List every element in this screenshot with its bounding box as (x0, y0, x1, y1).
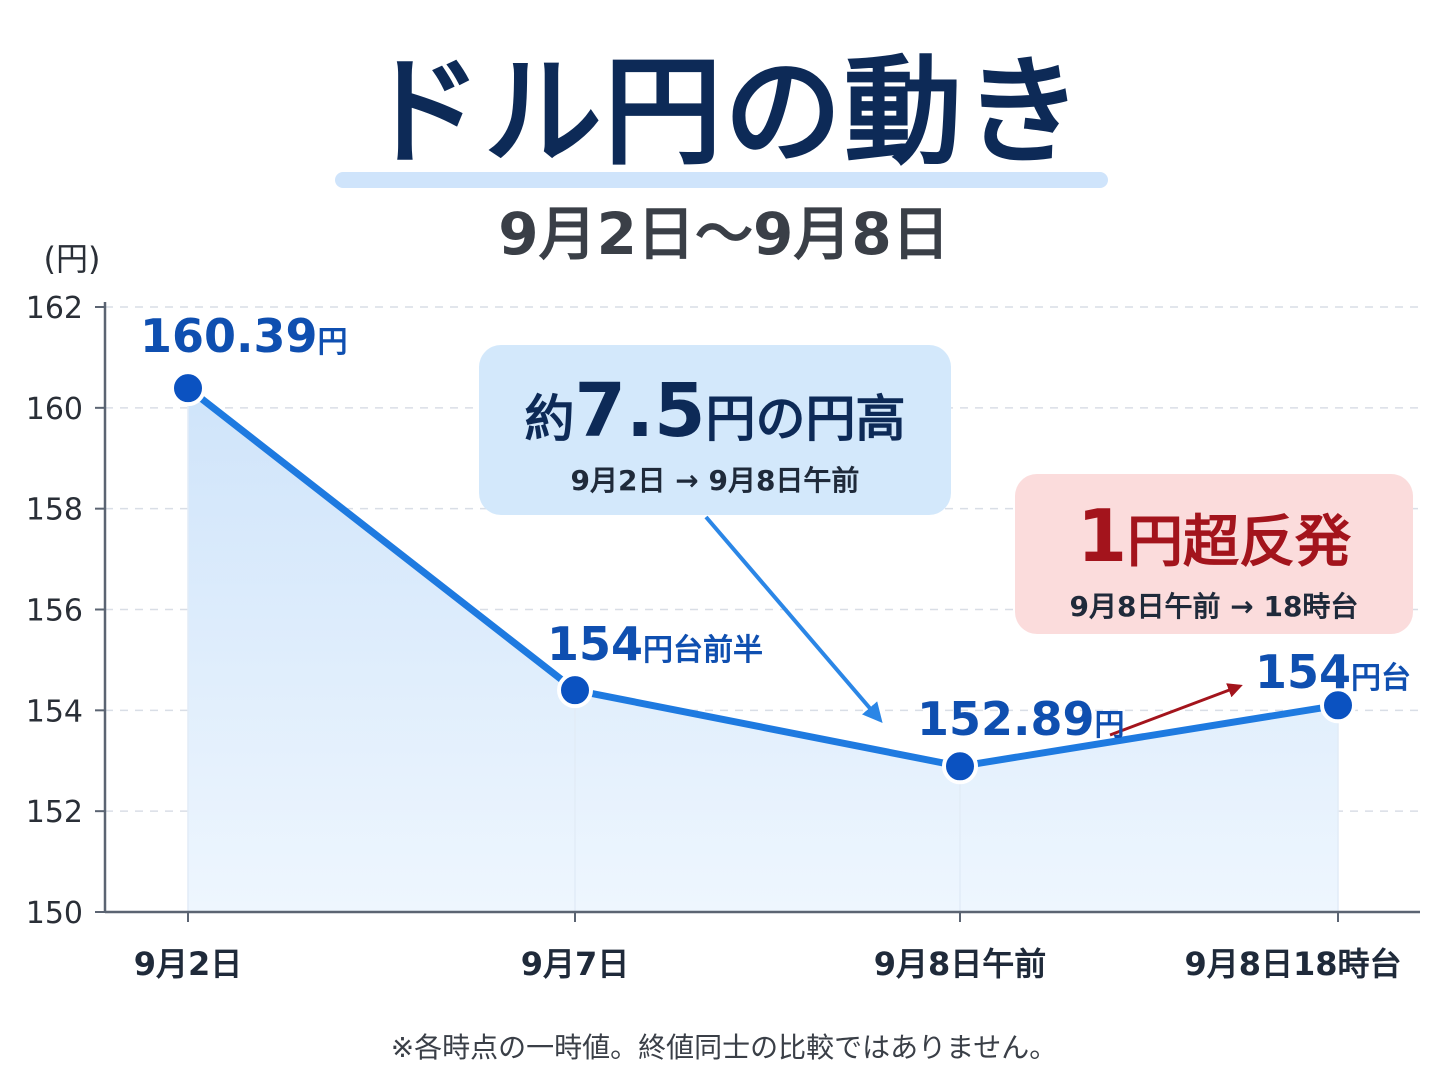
data-point (1320, 687, 1356, 724)
drop-value: 7.5 (574, 368, 706, 454)
y-tick-label: 160 (26, 392, 83, 427)
y-tick-label: 156 (26, 594, 83, 629)
rebound-callout-detail: 9月8日午前 → 18時台 (1069, 590, 1359, 623)
x-tick-label: 9月2日 (134, 945, 243, 983)
data-label-number: 152.89 (917, 692, 1095, 746)
data-label-unit: 円台 (1351, 661, 1411, 696)
drop-callout: 約7.5円の円高 9月2日 → 9月8日午前 (479, 345, 951, 515)
y-tick-label: 154 (26, 694, 83, 729)
data-label: 154円台 (1255, 645, 1411, 699)
data-label: 152.89円 (917, 692, 1125, 746)
data-label-number: 160.39 (140, 309, 318, 363)
y-tick-label: 162 (26, 291, 83, 326)
drop-prefix: 約 (524, 390, 575, 448)
title-underline (335, 172, 1108, 188)
series-line (184, 384, 1342, 770)
data-label-unit: 円台前半 (643, 633, 763, 668)
data-label: 154円台前半 (547, 617, 763, 671)
area-fill (187, 388, 1339, 912)
y-axis-label: (円) (44, 240, 101, 278)
annotation-arrows (704, 515, 1243, 737)
rebound-value: 1 (1076, 494, 1128, 578)
data-point (557, 672, 593, 709)
data-label-number: 154 (1255, 645, 1351, 699)
chart-subtitle: 9月2日～9月8日 (498, 200, 950, 268)
rebound-suffix: 円超反発 (1127, 510, 1352, 575)
x-tick-label: 9月8日午前 (874, 945, 1047, 983)
chart-title: ドル円の動き (363, 43, 1084, 181)
y-tick-label: 150 (26, 896, 83, 931)
rebound-callout-headline: 1円超反発 (1015, 498, 1413, 581)
y-tick-label: 158 (26, 493, 83, 528)
drop-suffix: 円の円高 (705, 390, 906, 448)
axes (95, 302, 1420, 922)
drop-arrow (704, 515, 883, 724)
data-points (170, 370, 1356, 785)
data-label-unit: 円 (318, 325, 348, 360)
x-tick-label: 9月8日18時台 (1184, 945, 1401, 983)
tick-labels: 150 152 154 156 158 160 162 (円) 9月2日 9月7日 9月8日午前 9月… (26, 240, 1402, 983)
y-tick-label: 152 (26, 795, 83, 830)
data-label-unit: 円 (1095, 708, 1125, 743)
data-point (942, 748, 978, 785)
data-label-number: 154 (547, 617, 643, 671)
data-label: 160.39円 (140, 309, 348, 363)
area-shape (188, 388, 1338, 912)
footnote: ※各時点の一時値。終値同士の比較ではありません。 (390, 1031, 1058, 1064)
drop-callout-headline: 約7.5円の円高 (479, 373, 951, 457)
data-point (170, 370, 206, 407)
x-tick-label: 9月7日 (521, 945, 630, 983)
rebound-arrow (1109, 683, 1243, 737)
rebound-callout: 1円超反発 9月8日午前 → 18時台 (1015, 474, 1413, 634)
series-line-path (184, 384, 1342, 770)
drop-callout-detail: 9月2日 → 9月8日午前 (570, 464, 860, 497)
